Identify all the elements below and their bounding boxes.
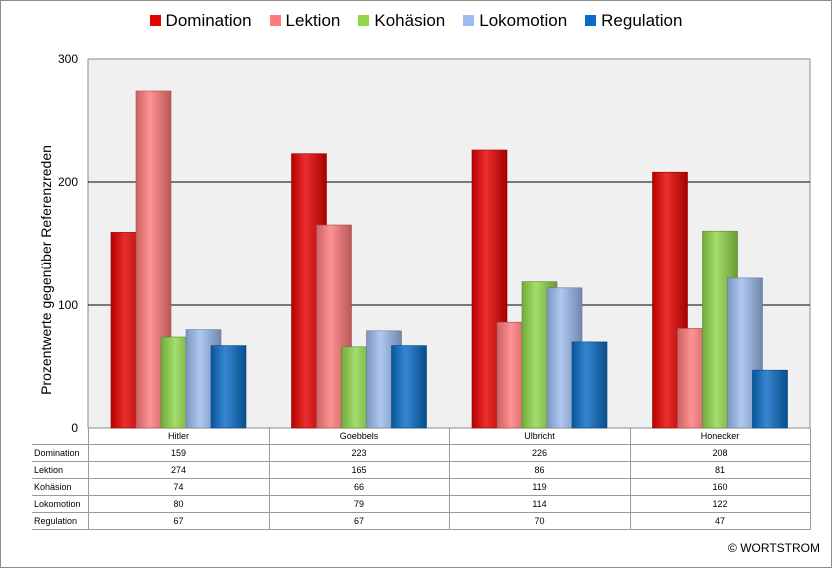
y-tick-label: 300 — [58, 52, 78, 66]
data-label-domination-goebbels: 223 — [268, 444, 450, 462]
data-label-lektion-hitler: 274 — [87, 461, 270, 479]
data-label-kohaesion-goebbels: 66 — [268, 478, 450, 496]
table-corner — [32, 428, 89, 445]
legend-swatch — [585, 15, 597, 26]
legend-label: Domination — [165, 11, 252, 30]
category-label-hitler: Hitler — [87, 428, 270, 445]
data-label-lokomotion-honecker: 122 — [629, 495, 811, 513]
legend-swatch — [149, 15, 161, 26]
data-label-lokomotion-ulbricht: 114 — [448, 495, 631, 513]
legend: Domination Lektion Kohäsion Lokomotion Regul… — [0, 11, 832, 31]
data-label-lokomotion-hitler: 80 — [87, 495, 270, 513]
data-label-regulation-hitler: 67 — [87, 512, 270, 530]
data-label-lektion-honecker: 81 — [629, 461, 811, 479]
gridlines — [88, 181, 810, 306]
y-tick-label: 100 — [58, 298, 78, 312]
data-label-kohaesion-hitler: 74 — [87, 478, 270, 496]
table-row-domination: Domination 159 223 226 208 — [32, 444, 811, 462]
series-label: Lektion — [32, 461, 89, 479]
data-label-kohaesion-honecker: 160 — [629, 478, 811, 496]
bar-regulation-hitler — [210, 345, 247, 429]
data-label-lektion-ulbricht: 86 — [448, 461, 631, 479]
legend-swatch — [463, 15, 475, 26]
y-tick-label: 200 — [58, 175, 78, 189]
data-label-domination-ulbricht: 226 — [448, 444, 631, 462]
legend-label: Lektion — [285, 11, 341, 30]
table-header-row: Hitler Goebbels Ulbricht Honecker — [32, 428, 811, 445]
category-label-ulbricht: Ulbricht — [448, 428, 631, 445]
data-label-regulation-ulbricht: 70 — [448, 512, 631, 530]
bar-regulation-ulbricht — [571, 341, 608, 429]
data-label-lektion-goebbels: 165 — [268, 461, 450, 479]
copyright-notice: © WORTSTROM — [728, 541, 820, 555]
series-label: Regulation — [32, 512, 89, 530]
series-label: Kohäsion — [32, 478, 89, 496]
legend-item-kohaesion: Kohäsion — [358, 11, 445, 31]
series-label: Domination — [32, 444, 89, 462]
data-label-lokomotion-goebbels: 79 — [268, 495, 450, 513]
legend-swatch — [269, 15, 281, 26]
legend-item-domination: Domination — [149, 11, 252, 31]
table-row-lektion: Lektion 274 165 86 81 — [32, 461, 811, 479]
bar-regulation-honecker — [752, 369, 788, 429]
bar-regulation-goebbels — [391, 345, 427, 429]
data-label-domination-honecker: 208 — [629, 444, 811, 462]
data-label-domination-hitler: 159 — [87, 444, 270, 462]
data-table: Hitler Goebbels Ulbricht Honecker Domination… — [32, 428, 811, 530]
legend-label: Regulation — [601, 11, 683, 30]
legend-item-lokomotion: Lokomotion — [463, 11, 567, 31]
bars — [110, 90, 788, 429]
data-label-kohaesion-ulbricht: 119 — [448, 478, 631, 496]
legend-swatch — [358, 15, 370, 26]
table-row-kohaesion: Kohäsion 74 66 119 160 — [32, 478, 811, 496]
series-label: Lokomotion — [32, 495, 89, 513]
legend-label: Lokomotion — [479, 11, 568, 30]
table-row-lokomotion: Lokomotion 80 79 114 122 — [32, 495, 811, 513]
data-label-regulation-goebbels: 67 — [268, 512, 450, 530]
legend-label: Kohäsion — [374, 11, 446, 30]
legend-item-regulation: Regulation — [585, 11, 682, 31]
category-label-goebbels: Goebbels — [268, 428, 450, 445]
category-label-honecker: Honecker — [629, 428, 811, 445]
legend-item-lektion: Lektion — [269, 11, 341, 31]
table-row-regulation: Regulation 67 67 70 47 — [32, 512, 811, 530]
data-label-regulation-honecker: 47 — [629, 512, 811, 530]
